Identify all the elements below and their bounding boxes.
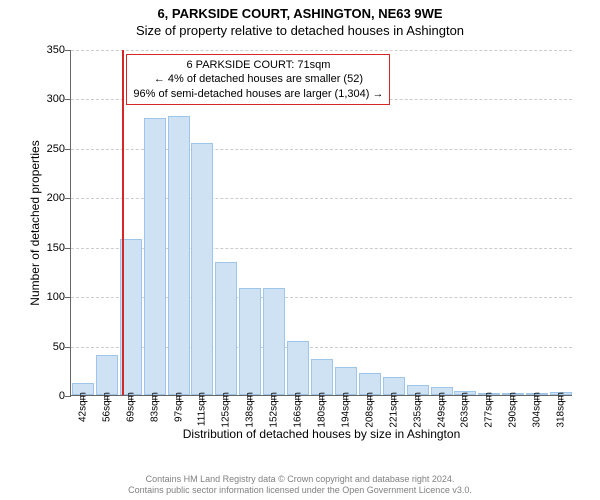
x-tick-label: 138sqm (245, 392, 256, 428)
subtitle: Size of property relative to detached ho… (0, 23, 600, 38)
plot-area: Number of detached properties Distributi… (70, 50, 572, 396)
x-tick-label: 166sqm (293, 392, 304, 428)
footer-line1: Contains HM Land Registry data © Crown c… (0, 474, 600, 485)
y-tick (65, 347, 71, 348)
x-tick-label: 56sqm (101, 392, 112, 422)
histogram-bar (263, 288, 285, 395)
annotation-line: 6 PARKSIDE COURT: 71sqm (133, 58, 383, 72)
x-tick-label: 69sqm (125, 392, 136, 422)
y-tick (65, 297, 71, 298)
x-tick-label: 97sqm (173, 392, 184, 422)
y-tick-label: 100 (31, 291, 65, 303)
annotation-line: ← 4% of detached houses are smaller (52) (133, 72, 383, 86)
histogram-bar (96, 355, 118, 395)
x-tick-label: 235sqm (412, 392, 423, 428)
x-tick-label: 318sqm (556, 392, 567, 428)
x-tick-label: 42sqm (77, 392, 88, 422)
x-tick-label: 83sqm (149, 392, 160, 422)
x-tick-label: 111sqm (197, 392, 208, 426)
y-tick-label: 350 (31, 44, 65, 56)
x-tick-label: 125sqm (221, 392, 232, 428)
y-tick (65, 149, 71, 150)
x-tick-label: 152sqm (269, 392, 280, 428)
histogram-bar (215, 262, 237, 395)
footer-attribution: Contains HM Land Registry data © Crown c… (0, 474, 600, 496)
x-tick-label: 221sqm (388, 392, 399, 428)
y-tick-label: 0 (31, 390, 65, 402)
histogram-bar (191, 143, 213, 395)
x-tick-label: 194sqm (340, 392, 351, 428)
y-tick (65, 396, 71, 397)
histogram-bar (168, 116, 190, 395)
histogram-bar (144, 118, 166, 395)
property-marker-line (122, 50, 124, 395)
y-tick-label: 50 (31, 341, 65, 353)
x-axis-title: Distribution of detached houses by size … (71, 427, 572, 441)
y-tick (65, 248, 71, 249)
y-tick-label: 150 (31, 242, 65, 254)
annotation-box: 6 PARKSIDE COURT: 71sqm← 4% of detached … (126, 54, 390, 105)
chart-container: Number of detached properties Distributi… (24, 44, 584, 444)
annotation-line: 96% of semi-detached houses are larger (… (133, 87, 383, 101)
y-tick-label: 250 (31, 143, 65, 155)
x-tick-label: 277sqm (484, 392, 495, 428)
y-tick (65, 50, 71, 51)
x-tick-label: 249sqm (436, 392, 447, 428)
y-tick-label: 300 (31, 93, 65, 105)
x-tick-label: 263sqm (460, 392, 471, 428)
histogram-bar (335, 367, 357, 395)
histogram-bar (239, 288, 261, 395)
chart-title-block: 6, PARKSIDE COURT, ASHINGTON, NE63 9WE S… (0, 0, 600, 38)
y-tick (65, 198, 71, 199)
histogram-bar (311, 359, 333, 395)
x-tick-label: 208sqm (364, 392, 375, 428)
address-title: 6, PARKSIDE COURT, ASHINGTON, NE63 9WE (0, 6, 600, 21)
histogram-bar (287, 341, 309, 395)
y-tick-label: 200 (31, 192, 65, 204)
y-tick (65, 99, 71, 100)
x-tick-label: 180sqm (317, 392, 328, 428)
grid-line (71, 50, 572, 51)
footer-line2: Contains public sector information licen… (0, 485, 600, 496)
x-tick-label: 290sqm (508, 392, 519, 428)
x-tick-label: 304sqm (532, 392, 543, 428)
y-axis-title: Number of detached properties (28, 140, 42, 305)
